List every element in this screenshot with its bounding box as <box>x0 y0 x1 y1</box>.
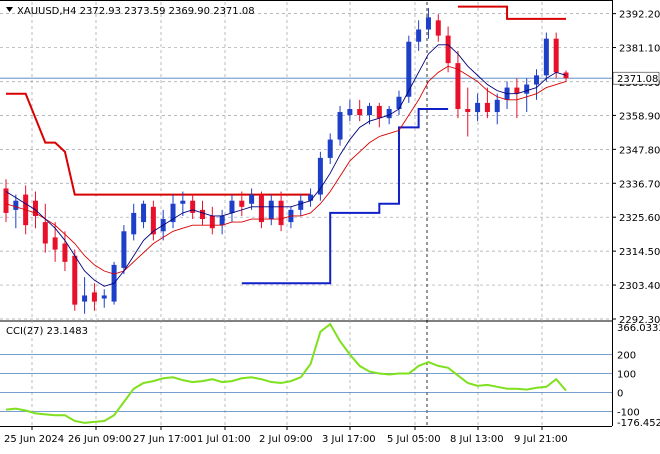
bull-candle-body <box>308 194 314 201</box>
price-tick-label: 2336.70 <box>619 179 660 190</box>
price-tick-label: 2392.20 <box>619 10 660 21</box>
bull-candle-body <box>396 96 402 109</box>
time-tick-label: 27 Jun 17:00 <box>133 434 197 445</box>
trailing-stop-upper <box>457 5 566 20</box>
price-tick-label: 2303.40 <box>619 281 660 292</box>
bull-candle-body <box>406 41 412 97</box>
price-tick-label: 2325.60 <box>619 213 660 224</box>
bear-candle-body <box>3 188 9 213</box>
bull-candle-body <box>327 139 333 158</box>
bull-candle-body <box>534 75 540 85</box>
symbol-info: XAUUSD,H4 2372.93 2373.59 2369.90 2371.0… <box>17 6 255 17</box>
cci-label: CCI(27) 23.1483 <box>6 326 88 337</box>
moving-averages <box>5 44 567 287</box>
grid <box>0 0 613 427</box>
bull-candle-body <box>229 200 235 213</box>
cci-level-label: -100 <box>617 407 640 418</box>
bull-candle-body <box>317 157 323 195</box>
bear-candle-body <box>91 292 97 302</box>
cci-level-box <box>614 348 636 361</box>
cci-level-box <box>614 386 636 399</box>
axes: 2392.202381.102369.902358.902347.802336.… <box>4 10 660 445</box>
cci-max-label: 366.0333 <box>617 323 660 334</box>
time-tick-label: 25 Jun 2024 <box>4 434 64 445</box>
bear-candle-body <box>150 206 156 235</box>
trailing-stop-lower <box>241 107 449 285</box>
bear-candle-body <box>376 105 382 119</box>
cci-level-label: 100 <box>617 370 636 381</box>
current-price-label: 2371.08 <box>617 74 658 85</box>
bull-candle-body <box>494 99 500 113</box>
bull-candle-body <box>249 194 255 204</box>
cci-panel: 200 100 0 -100 366.0333 -176.4528 <box>0 322 660 429</box>
price-tick-label: 2381.10 <box>619 44 660 55</box>
time-tick-label: 1 Jul 01:00 <box>197 434 251 445</box>
bull-candle-body <box>101 295 107 299</box>
bull-candle-body <box>337 112 343 140</box>
bear-candle-body <box>42 222 48 244</box>
candles <box>3 8 569 314</box>
bear-candle-body <box>62 243 68 262</box>
cci-level-label: 0 <box>617 388 623 399</box>
bull-candle-body <box>475 102 481 113</box>
bear-candle-body <box>72 255 78 305</box>
bear-candle-body <box>258 194 264 223</box>
bear-candle-body <box>239 200 245 207</box>
bear-candle-body <box>357 108 363 116</box>
bull-candle-body <box>219 215 225 226</box>
bull-candle-body <box>347 108 353 116</box>
bull-candle-body <box>82 295 88 302</box>
bear-candle-body <box>278 200 284 226</box>
current-price-box <box>612 71 660 85</box>
ma-fast-line <box>5 44 567 287</box>
time-tick-label: 8 Jul 13:00 <box>450 434 504 445</box>
price-tick-label: 2358.90 <box>619 111 660 122</box>
time-tick-label: 9 Jul 21:00 <box>514 434 568 445</box>
bear-candle-body <box>455 63 461 109</box>
bear-candle-body <box>435 20 441 36</box>
trailing-stop-lines <box>6 5 566 285</box>
cci-line <box>5 322 567 424</box>
bear-candle-body <box>199 209 205 220</box>
chart-menu-arrow-icon[interactable] <box>6 7 13 12</box>
trailing-stop-upper <box>6 92 311 196</box>
time-tick-label: 3 Jul 17:00 <box>322 434 376 445</box>
bull-candle-body <box>131 212 137 235</box>
cci-level-box <box>614 367 636 380</box>
cci-level-label: 200 <box>617 351 636 362</box>
bull-candle-body <box>170 203 176 223</box>
time-tick-label: 2 Jul 09:00 <box>259 434 313 445</box>
bull-candle-body <box>268 200 274 220</box>
bear-candle-body <box>553 38 559 73</box>
bull-candle-body <box>180 200 186 204</box>
time-tick-label: 5 Jul 05:00 <box>387 434 441 445</box>
bull-candle-body <box>367 105 373 116</box>
bull-candle-body <box>425 17 431 30</box>
bear-candle-body <box>445 35 451 64</box>
cci-min-label: -176.4528 <box>617 418 660 429</box>
ma-slow-line <box>5 65 567 275</box>
bear-candle-body <box>484 102 490 113</box>
bull-candle-body <box>298 200 304 210</box>
bull-candle-body <box>121 231 127 268</box>
bear-candle-body <box>209 215 215 229</box>
bull-candle-body <box>13 200 19 210</box>
bear-candle-body <box>465 108 471 113</box>
bull-candle-body <box>524 84 530 94</box>
bear-candle-body <box>514 87 520 94</box>
price-tick-label: 2314.50 <box>619 247 660 258</box>
price-tick-label: 2292.30 <box>619 315 660 326</box>
price-tick-label: 2347.80 <box>619 145 660 156</box>
bull-candle-body <box>386 108 392 119</box>
time-tick-label: 26 Jun 09:00 <box>68 434 132 445</box>
bear-candle-body <box>190 200 196 213</box>
bull-candle-body <box>141 203 147 223</box>
bear-candle-body <box>32 200 38 216</box>
bull-candle-body <box>416 29 422 42</box>
cci-level-box <box>614 405 636 418</box>
bear-candle-body <box>52 237 58 250</box>
bull-candle-body <box>543 38 549 76</box>
